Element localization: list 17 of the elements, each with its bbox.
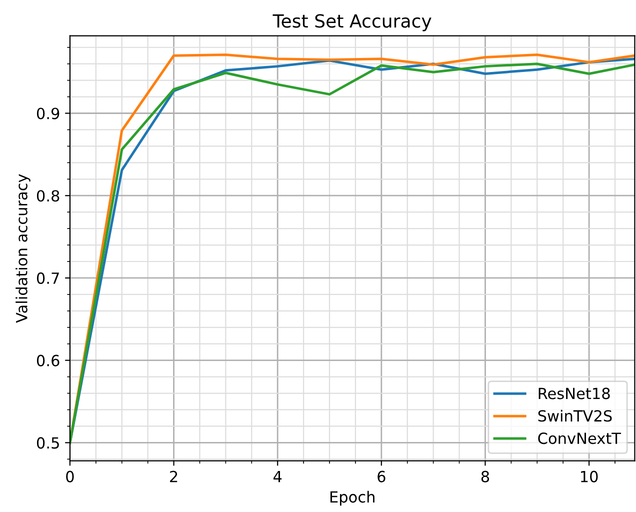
x-tick-label: 0	[66, 470, 74, 482]
y-tick-label: 0.5	[36, 437, 59, 449]
x-tick-label: 10	[581, 470, 598, 482]
y-tick-label: 0.8	[36, 190, 60, 202]
y-tick-label: 0.9	[36, 108, 60, 120]
legend-label: ConvNextT	[538, 432, 622, 444]
legend-label: SwinTV2S	[538, 410, 612, 422]
y-axis-title: Validation accuracy	[16, 174, 30, 323]
legend-label: ResNet18	[538, 388, 610, 400]
chart-title: Test Set Accuracy	[272, 14, 432, 32]
x-axis-title: Epoch	[330, 490, 374, 506]
x-tick-label: 8	[481, 470, 490, 482]
x-tick-label: 6	[378, 470, 386, 482]
x-tick-label: 2	[170, 470, 178, 482]
y-tick-label: 0.6	[36, 354, 60, 366]
y-tick-label: 0.7	[36, 272, 59, 284]
x-tick-label: 4	[273, 470, 282, 482]
